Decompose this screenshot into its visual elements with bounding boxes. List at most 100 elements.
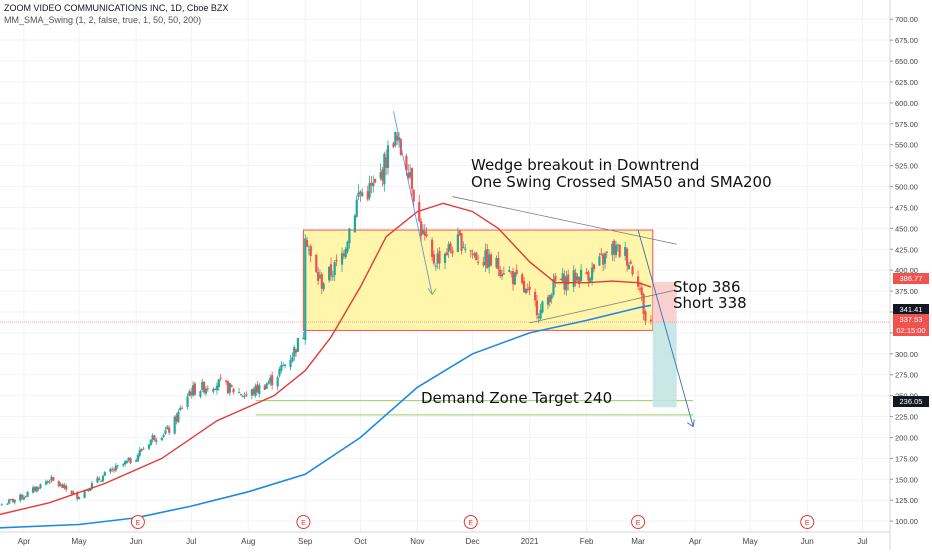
price-tick-label: 525.00 bbox=[895, 162, 918, 171]
candle-body bbox=[109, 469, 112, 472]
time-tick-label: Sep bbox=[298, 537, 313, 546]
candle-body bbox=[230, 385, 233, 387]
candle-body bbox=[35, 486, 38, 492]
earnings-marker: E bbox=[463, 515, 478, 529]
candle-body bbox=[342, 253, 345, 257]
candle-body bbox=[294, 349, 298, 353]
candle-body bbox=[160, 437, 163, 441]
candle-body bbox=[26, 491, 29, 497]
candle-body bbox=[340, 253, 344, 265]
time-tick-label: Dec bbox=[465, 537, 479, 546]
candle-body bbox=[203, 381, 206, 393]
candle-body bbox=[434, 265, 437, 267]
candle-body bbox=[631, 266, 634, 275]
candle-body bbox=[550, 295, 553, 299]
candle-body bbox=[408, 172, 412, 177]
candle-body bbox=[153, 435, 156, 441]
candle-body bbox=[528, 286, 531, 291]
candle-body bbox=[46, 480, 49, 483]
candle-body bbox=[456, 234, 459, 252]
candle-body bbox=[269, 377, 272, 383]
earnings-marker: E bbox=[296, 515, 311, 529]
candle-body bbox=[346, 241, 349, 252]
candle-body bbox=[63, 485, 66, 489]
candle-body bbox=[423, 231, 426, 236]
candle-body bbox=[471, 253, 474, 255]
price-tick-label: 500.00 bbox=[895, 183, 918, 192]
candle-body bbox=[11, 498, 14, 502]
candle-body bbox=[258, 385, 261, 395]
candle-body bbox=[534, 291, 537, 301]
candle-body bbox=[521, 274, 524, 284]
candle-body bbox=[44, 481, 48, 485]
candle-body bbox=[451, 250, 454, 254]
candle-body bbox=[412, 189, 415, 202]
candle-body bbox=[515, 269, 518, 274]
candle-body bbox=[579, 269, 583, 282]
candle-body bbox=[22, 497, 26, 500]
candle-body bbox=[228, 383, 231, 393]
candle-body bbox=[186, 396, 189, 407]
candle-body bbox=[329, 264, 333, 276]
candle-body bbox=[309, 246, 312, 256]
time-tick-label: Apr bbox=[18, 537, 31, 546]
candle-body bbox=[149, 439, 152, 446]
candle-body bbox=[320, 274, 323, 289]
candle-body bbox=[136, 455, 140, 462]
candle-body bbox=[572, 270, 575, 287]
candle-body bbox=[464, 248, 467, 250]
candle-body bbox=[644, 311, 647, 321]
candle-body bbox=[140, 448, 143, 451]
price-tick-label: 600.00 bbox=[895, 99, 918, 108]
time-tick-label: Feb bbox=[580, 537, 594, 546]
candle-body bbox=[212, 389, 215, 392]
candle-body bbox=[271, 375, 274, 386]
candle-body bbox=[392, 143, 395, 147]
candle-body bbox=[225, 380, 228, 382]
time-tick-label: Apr bbox=[689, 537, 702, 546]
candle-body bbox=[410, 167, 414, 190]
candle-body bbox=[436, 253, 439, 264]
symbol-title: ZOOM VIDEO COMMUNICATIONS INC, 1D, Cboe … bbox=[4, 3, 229, 13]
price-tick-label: 450.00 bbox=[895, 224, 918, 233]
candle-body bbox=[98, 478, 101, 481]
sma50-line bbox=[0, 202, 652, 516]
candle-body bbox=[162, 435, 165, 437]
candle-body bbox=[591, 267, 594, 280]
price-tick-label: 625.00 bbox=[895, 78, 918, 87]
candle-body bbox=[489, 254, 493, 266]
candle-body bbox=[8, 499, 11, 504]
candle-body bbox=[267, 382, 270, 385]
candle-body bbox=[103, 472, 106, 476]
candle-body bbox=[629, 261, 632, 264]
candle-body bbox=[541, 301, 544, 313]
candle-body bbox=[237, 392, 241, 394]
earnings-icon-label: E bbox=[468, 520, 473, 527]
price-tick-label: 425.00 bbox=[895, 245, 918, 254]
candle-body bbox=[649, 319, 653, 322]
price-tick-label: 700.00 bbox=[895, 15, 918, 24]
candle-body bbox=[328, 266, 331, 281]
earnings-icon-label: E bbox=[636, 520, 641, 527]
price-tick-label: 125.00 bbox=[895, 496, 918, 505]
drop-arrow-head bbox=[427, 288, 437, 296]
candle-body bbox=[127, 457, 130, 461]
candle-body bbox=[524, 288, 528, 294]
candle-body bbox=[125, 460, 128, 463]
time-tick-label: May bbox=[72, 537, 87, 546]
candle-body bbox=[421, 229, 425, 234]
candle-body bbox=[188, 391, 191, 397]
candle-body bbox=[383, 153, 386, 185]
candle-body bbox=[425, 234, 428, 237]
candle-body bbox=[296, 337, 299, 352]
candle-body bbox=[37, 487, 40, 490]
time-tick-label: Aug bbox=[241, 537, 255, 546]
candle-body bbox=[587, 271, 590, 281]
candle-body bbox=[0, 504, 3, 506]
countdown-label: 02:15:00 bbox=[893, 325, 929, 336]
time-tick-label: Jun bbox=[801, 537, 814, 546]
target-arrow-head bbox=[686, 419, 695, 428]
candle-body bbox=[331, 275, 334, 277]
candle-body bbox=[614, 245, 618, 256]
